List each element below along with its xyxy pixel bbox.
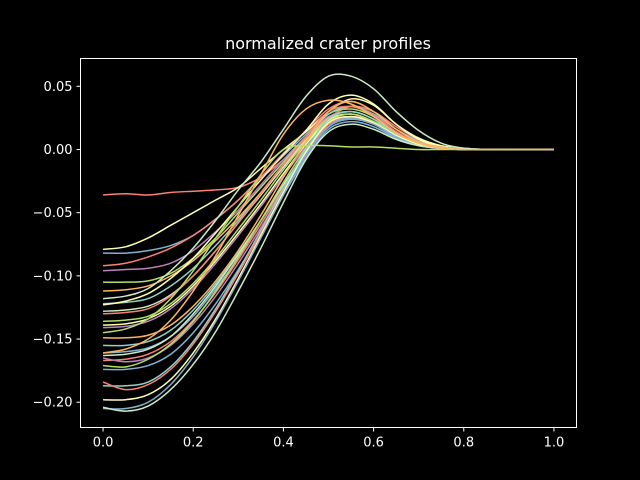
y-tick-label: −0.10 [33, 269, 73, 284]
y-tick-label: 0.05 [44, 80, 73, 95]
y-tick-label: −0.05 [33, 206, 73, 221]
plot-frame [80, 58, 577, 428]
x-axis-ticks: 0.0 0.2 0.4 0.6 0.8 1.0 [93, 427, 565, 451]
y-tick-label: −0.15 [33, 333, 73, 348]
x-tick-label: 0.6 [363, 436, 384, 451]
x-tick-label: 0.2 [183, 436, 204, 451]
x-tick-label: 1.0 [544, 436, 565, 451]
x-tick-label: 0.0 [93, 436, 114, 451]
x-tick-label: 0.4 [273, 436, 294, 451]
x-tick-label: 0.8 [453, 436, 474, 451]
series-line-29 [102, 73, 554, 300]
y-tick-label: 0.00 [44, 143, 73, 158]
series-lines [102, 73, 554, 412]
y-axis-ticks: −0.20 −0.15 −0.10 −0.05 0.00 0.05 [33, 80, 81, 411]
y-tick-label: −0.20 [33, 396, 73, 411]
series-line-30 [102, 99, 554, 354]
chart-title: normalized crater profiles [225, 34, 431, 53]
